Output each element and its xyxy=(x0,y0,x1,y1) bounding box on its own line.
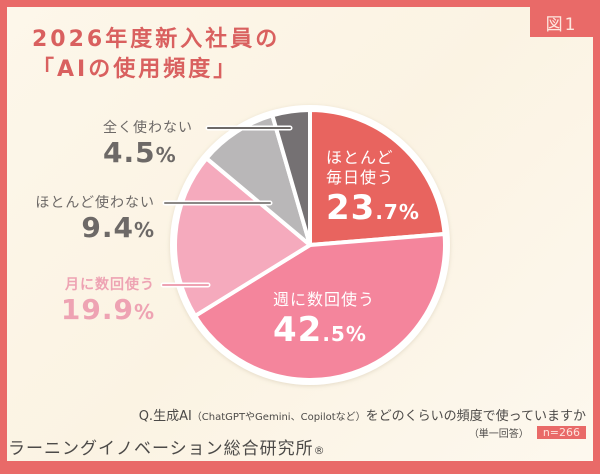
survey-meta: （単一回答） n=266 xyxy=(469,425,586,440)
label-several-monthly: 月に数回使う 19.9% xyxy=(35,274,155,328)
slice-almost-daily xyxy=(308,108,447,247)
slice-several-monthly xyxy=(173,156,312,318)
value-several-monthly: 19.9% xyxy=(60,293,155,326)
answer-type: （単一回答） xyxy=(468,429,529,440)
value-rarely: 9.4% xyxy=(81,211,155,244)
leader-lines xyxy=(160,125,293,288)
title-line-2: 「AIの使用頻度」 xyxy=(32,57,239,82)
value-several-weekly: 42.5% xyxy=(273,310,367,350)
organization-credit: ラーニングイノベーション総合研究所® xyxy=(8,439,326,459)
slice-several-weekly xyxy=(193,231,447,382)
sample-size-badge: n=266 xyxy=(536,426,586,439)
registered-mark: ® xyxy=(313,444,326,457)
label-rarely: ほとんど使わない 9.4% xyxy=(30,192,155,246)
chart-title: 2026年度新入社員の 「AIの使用頻度」 xyxy=(32,25,280,85)
title-line-1: 2026年度新入社員の xyxy=(32,27,281,52)
survey-question: Q.生成AI（ChatGPTやGemini、Copilotなど）をどのくらいの頻… xyxy=(138,409,586,424)
pie-slices xyxy=(173,108,447,382)
label-several-weekly: 週に数回使う 42.5% xyxy=(273,286,375,354)
value-almost-daily: 23.7% xyxy=(326,188,420,228)
label-almost-daily: ほとんど 毎日使う 23.7% xyxy=(326,148,420,232)
value-never: 4.5% xyxy=(103,136,177,169)
slice-never xyxy=(270,108,312,247)
figure-tag: 図1 xyxy=(530,7,593,37)
figure-panel: 図1 2026年度新入社員の 「AIの使用頻度」 xyxy=(7,7,593,461)
label-never: 全く使わない 4.5% xyxy=(103,120,193,169)
